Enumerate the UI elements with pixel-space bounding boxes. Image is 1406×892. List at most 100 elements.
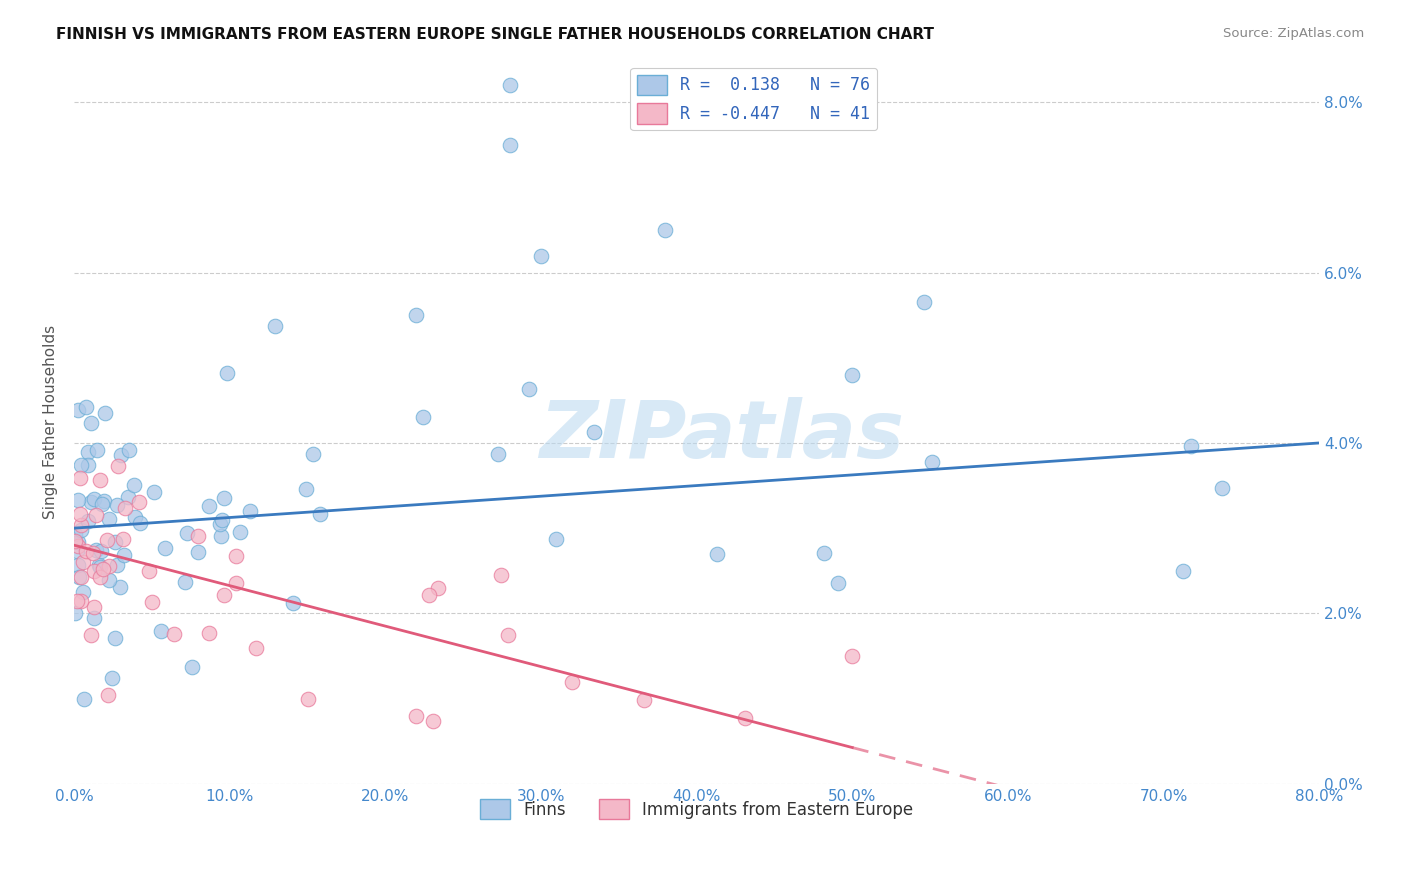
Point — [97, 558, 120, 573]
Point — [181, 660, 204, 674]
Point — [75, 401, 97, 415]
Point — [83, 600, 105, 615]
Point — [83, 492, 105, 507]
Text: Source: ZipAtlas.com: Source: ZipAtlas.com — [1223, 27, 1364, 40]
Point — [1171, 564, 1194, 578]
Point — [84, 543, 107, 558]
Point — [499, 137, 522, 152]
Point — [841, 368, 863, 382]
Point — [97, 689, 120, 703]
Point — [281, 596, 304, 610]
Point — [80, 494, 103, 508]
Point — [105, 498, 128, 512]
Point — [66, 544, 89, 558]
Point — [114, 501, 136, 516]
Point — [1180, 440, 1202, 454]
Text: ZIPatlas: ZIPatlas — [538, 397, 904, 475]
Point — [813, 546, 835, 560]
Point — [405, 708, 427, 723]
Point — [89, 560, 111, 574]
Point — [96, 533, 118, 547]
Point — [90, 544, 112, 558]
Point — [138, 564, 160, 578]
Point — [530, 248, 553, 262]
Point — [104, 535, 127, 549]
Point — [187, 529, 209, 543]
Point — [110, 580, 132, 594]
Point — [91, 496, 114, 510]
Point — [187, 545, 209, 559]
Point — [124, 477, 146, 491]
Point — [209, 529, 232, 543]
Point — [245, 640, 267, 655]
Point — [921, 455, 943, 469]
Point — [128, 516, 150, 531]
Point — [118, 443, 141, 458]
Point — [422, 714, 444, 728]
Point — [70, 570, 93, 584]
Point — [734, 711, 756, 725]
Point — [63, 526, 86, 541]
Point — [297, 691, 319, 706]
Point — [66, 558, 89, 572]
Point — [544, 532, 567, 546]
Point — [239, 504, 262, 518]
Point — [69, 507, 91, 521]
Point — [72, 585, 94, 599]
Point — [583, 425, 606, 439]
Point — [86, 442, 108, 457]
Point — [65, 534, 87, 549]
Point — [124, 509, 146, 524]
Point — [309, 507, 332, 521]
Point — [142, 484, 165, 499]
Point — [98, 573, 121, 587]
Point — [225, 549, 247, 564]
Point — [215, 366, 238, 380]
Point — [561, 674, 583, 689]
Point — [517, 383, 540, 397]
Point — [83, 564, 105, 578]
Point — [67, 403, 90, 417]
Y-axis label: Single Father Households: Single Father Households — [44, 325, 58, 519]
Point — [82, 546, 104, 560]
Point — [208, 516, 231, 531]
Point — [112, 548, 135, 562]
Point — [654, 223, 676, 237]
Point — [128, 494, 150, 508]
Point — [212, 491, 235, 505]
Point — [302, 447, 325, 461]
Point — [93, 561, 115, 575]
Point — [65, 606, 87, 620]
Point — [75, 544, 97, 558]
Point — [176, 525, 198, 540]
Point — [499, 78, 522, 92]
Point — [94, 406, 117, 420]
Point — [83, 611, 105, 625]
Point — [100, 671, 122, 685]
Point — [77, 514, 100, 528]
Point — [69, 471, 91, 485]
Point — [107, 458, 129, 473]
Point — [214, 589, 236, 603]
Point — [93, 494, 115, 508]
Point — [294, 482, 316, 496]
Point — [225, 575, 247, 590]
Point — [141, 595, 163, 609]
Point — [110, 448, 132, 462]
Point — [66, 594, 89, 608]
Point — [197, 626, 219, 640]
Point — [70, 458, 93, 472]
Point — [155, 541, 177, 556]
Point — [427, 581, 450, 595]
Point — [84, 508, 107, 522]
Point — [211, 513, 233, 527]
Point — [67, 493, 90, 508]
Point — [70, 593, 93, 607]
Legend: Finns, Immigrants from Eastern Europe: Finns, Immigrants from Eastern Europe — [472, 792, 920, 826]
Point — [117, 490, 139, 504]
Point — [841, 648, 863, 663]
Point — [412, 409, 434, 424]
Point — [67, 570, 90, 584]
Point — [633, 693, 655, 707]
Point — [229, 524, 252, 539]
